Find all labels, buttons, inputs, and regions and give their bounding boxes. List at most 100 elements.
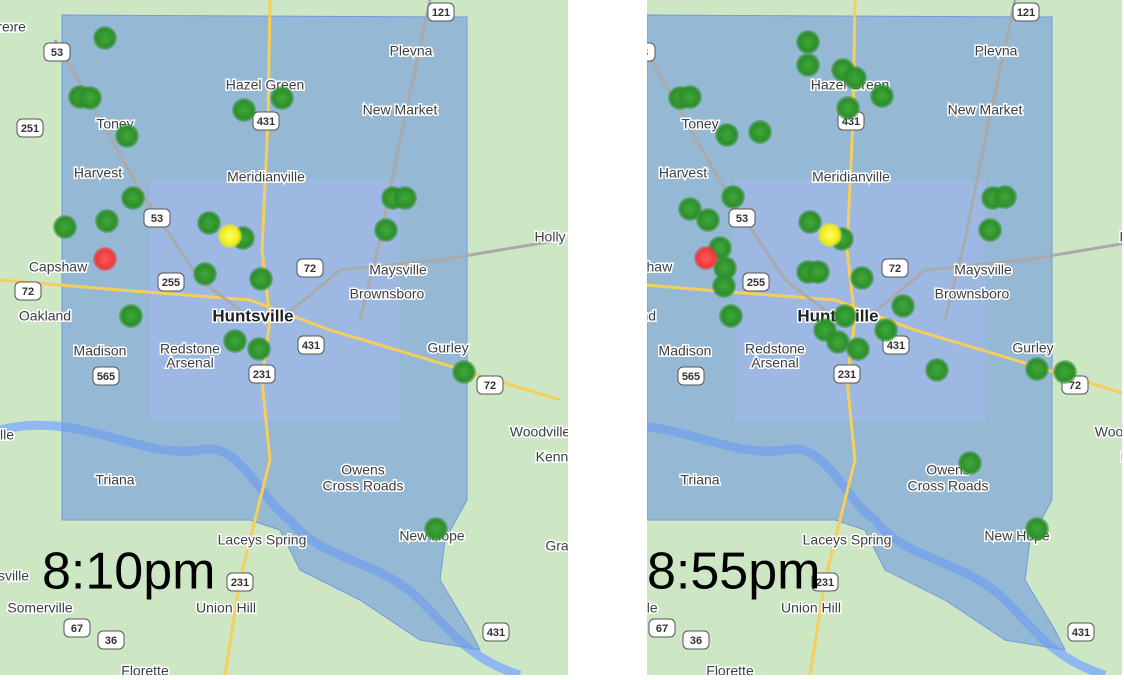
place-label: Cross Roads [908, 478, 989, 494]
place-label: Maysville [369, 262, 427, 278]
place-label: Capshaw [614, 259, 673, 275]
road-number: 231 [253, 369, 271, 381]
place-label: Triana [680, 472, 719, 488]
green-marker [843, 66, 867, 90]
road-shield [482, 622, 510, 642]
green-marker [678, 85, 702, 109]
place-label: Brownsboro [350, 286, 425, 302]
road-number: 431 [887, 340, 905, 352]
place-label: Toney [681, 116, 718, 132]
green-marker [891, 294, 915, 318]
green-marker [796, 30, 820, 54]
road-shield [476, 375, 504, 395]
red-marker [694, 246, 718, 270]
green-marker [696, 208, 720, 232]
road-number: 36 [105, 635, 117, 647]
place-label: Oakland [604, 308, 656, 324]
road-shield [677, 366, 705, 386]
place-label: Woodville [1095, 424, 1124, 440]
green-marker [1025, 517, 1049, 541]
green-marker [193, 262, 217, 286]
green-marker [121, 186, 145, 210]
road-shield [226, 572, 254, 592]
place-label: Madison [659, 343, 712, 359]
road [0, 278, 561, 402]
place-label: Laceys Spring [218, 532, 307, 548]
place-label: Madison [74, 343, 127, 359]
place-label: Meridianville [812, 169, 890, 185]
green-marker [270, 86, 294, 110]
time-label: 8:55pm [647, 543, 820, 601]
place-label: Florette [706, 663, 754, 675]
yellow-marker [218, 224, 242, 248]
road-shield [296, 258, 324, 278]
road-shield [297, 335, 325, 355]
road-number: 36 [690, 635, 702, 647]
road-shield [248, 364, 276, 384]
road-number: 565 [682, 371, 700, 383]
place-label: Huntsville [212, 306, 293, 325]
road-number: 431 [1072, 627, 1090, 639]
green-marker [393, 186, 417, 210]
green-marker [833, 304, 857, 328]
place-label: Gurley [427, 340, 468, 356]
road-number: 53 [736, 213, 748, 225]
green-marker [993, 185, 1017, 209]
place-label: New Market [363, 102, 438, 118]
green-marker [806, 260, 830, 284]
road-number: 255 [162, 277, 180, 289]
road-number: 53 [636, 47, 648, 59]
road-shield [811, 572, 839, 592]
green-marker [95, 209, 119, 233]
place-label: Gurley [1012, 340, 1053, 356]
road-number: 67 [656, 623, 668, 635]
place-label: New Market [948, 102, 1023, 118]
time-label: 8:10pm [42, 543, 215, 601]
green-marker [958, 451, 982, 475]
road-shield [16, 118, 44, 138]
place-label: Redstone [745, 341, 805, 357]
green-marker [197, 211, 221, 235]
green-marker [719, 304, 743, 328]
green-marker [712, 274, 736, 298]
green-marker [713, 256, 737, 280]
green-marker [925, 358, 949, 382]
road-shield [742, 272, 770, 292]
place-label: Hazel Green [226, 77, 305, 93]
place-label: Holly [1119, 229, 1124, 245]
place-label: Kenn [536, 449, 569, 465]
green-marker [870, 84, 894, 108]
place-label: Owens [341, 462, 385, 478]
green-marker [78, 86, 102, 110]
place-label: Capshaw [29, 259, 88, 275]
green-marker [846, 337, 870, 361]
place-label: Harvest [659, 165, 707, 181]
road-shield [43, 42, 71, 62]
road-number: 255 [747, 277, 765, 289]
green-marker [874, 318, 898, 342]
place-label: Redstone [160, 341, 220, 357]
road-number: 431 [487, 627, 505, 639]
place-label: Laceys Spring [803, 532, 892, 548]
green-marker [836, 96, 860, 120]
road-shield [833, 364, 861, 384]
green-marker [93, 26, 117, 50]
road-number: 231 [816, 577, 834, 589]
road-number: 121 [432, 7, 450, 19]
place-label: Union Hill [781, 600, 841, 616]
road-number: 251 [21, 123, 39, 135]
road-shield [252, 111, 280, 131]
green-marker [247, 337, 271, 361]
place-label: Union Hill [196, 600, 256, 616]
place-label: Somerville [7, 600, 73, 616]
place-label: Triana [95, 472, 134, 488]
road [53, 39, 241, 312]
road-number: 565 [97, 371, 115, 383]
road-number: 53 [51, 47, 63, 59]
green-marker [249, 267, 273, 291]
road-shield [14, 281, 42, 301]
road-number: 72 [22, 286, 34, 298]
road-number: 72 [1069, 380, 1081, 392]
place-label: ksville [0, 568, 29, 584]
